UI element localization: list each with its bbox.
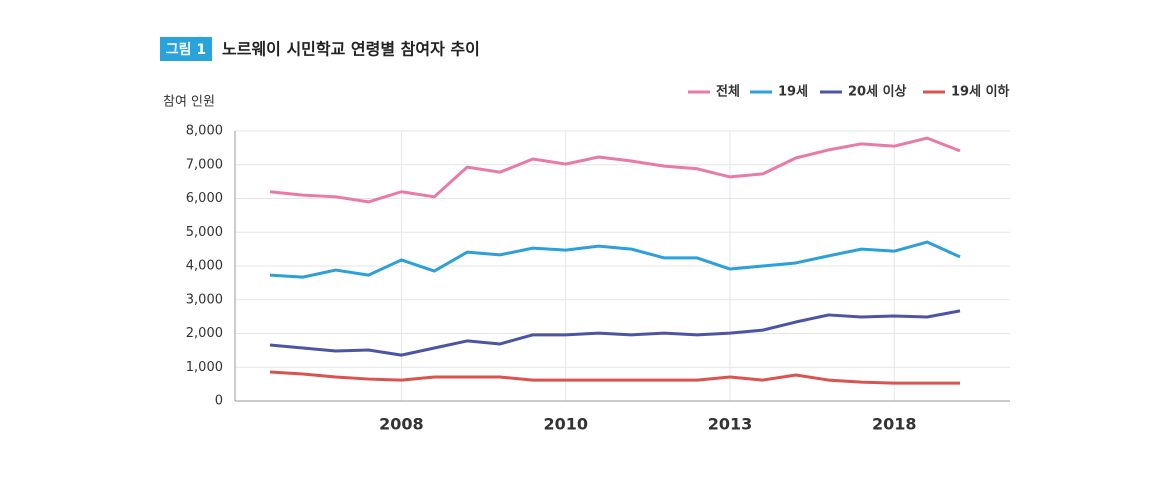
series-line	[269, 309, 961, 357]
y-tick-label: 7,000	[186, 157, 223, 172]
series-line	[269, 136, 961, 204]
y-axis-label: 참여 인원	[163, 95, 215, 110]
legend-label: 19세	[778, 85, 808, 100]
y-tick-label: 5,000	[186, 225, 223, 240]
y-tick-label: 8,000	[186, 124, 223, 139]
x-tick-label: 2018	[872, 415, 917, 434]
legend-label: 19세 이하	[951, 84, 1010, 100]
y-tick-label: 6,000	[186, 191, 223, 206]
y-tick-label: 0	[215, 394, 223, 409]
y-tick-label: 4,000	[186, 259, 223, 274]
x-tick-label: 2008	[379, 415, 424, 434]
x-tick-label: 2013	[708, 415, 753, 434]
series-line	[269, 370, 960, 385]
badge-bg	[160, 37, 212, 61]
chart-title: 노르웨이 시민학교 연령별 참여자 추이	[222, 40, 480, 59]
series-line	[269, 240, 961, 279]
badge: 그림 1	[166, 42, 206, 58]
legend-label: 20세 이상	[848, 84, 907, 100]
y-tick-label: 3,000	[186, 292, 223, 307]
x-tick-label: 2010	[543, 415, 588, 434]
y-tick-label: 2,000	[186, 326, 223, 341]
y-tick-label: 1,000	[186, 360, 223, 375]
legend-label: 전체	[716, 84, 740, 100]
